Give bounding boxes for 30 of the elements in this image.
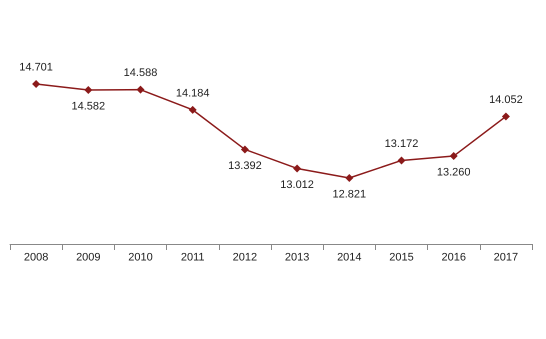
point xyxy=(240,145,249,154)
data-label: 13.012 xyxy=(280,178,314,191)
data-label: 13.392 xyxy=(228,160,262,172)
point xyxy=(32,80,40,88)
data-label: 14.588 xyxy=(124,67,158,80)
data-label: 13.260 xyxy=(436,166,471,179)
x-tick-label: 2010 xyxy=(128,252,153,264)
x-tick-label: 2016 xyxy=(441,252,466,264)
point xyxy=(136,86,144,94)
x-tick-label: 2014 xyxy=(337,252,362,264)
x-tick-label: 2012 xyxy=(232,252,258,264)
data-label: 14.582 xyxy=(71,100,106,112)
data-label: 13.172 xyxy=(384,138,418,150)
x-tick-label: 2017 xyxy=(494,252,518,264)
data-label: 14.052 xyxy=(489,94,523,106)
point xyxy=(188,106,197,114)
point xyxy=(84,86,92,94)
x-tick-label: 2011 xyxy=(180,252,205,264)
x-tick-label: 2013 xyxy=(284,252,310,264)
point xyxy=(398,156,406,164)
data-label: 14.184 xyxy=(176,87,210,100)
data-label: 12.821 xyxy=(332,188,366,200)
data-label: 14.701 xyxy=(19,62,53,74)
point xyxy=(450,152,458,160)
point xyxy=(345,174,354,182)
point xyxy=(502,112,510,120)
x-tick-label: 2008 xyxy=(24,252,48,264)
x-tick-label: 2009 xyxy=(76,252,101,264)
x-tick-label: 2015 xyxy=(389,252,414,264)
point xyxy=(293,164,302,172)
